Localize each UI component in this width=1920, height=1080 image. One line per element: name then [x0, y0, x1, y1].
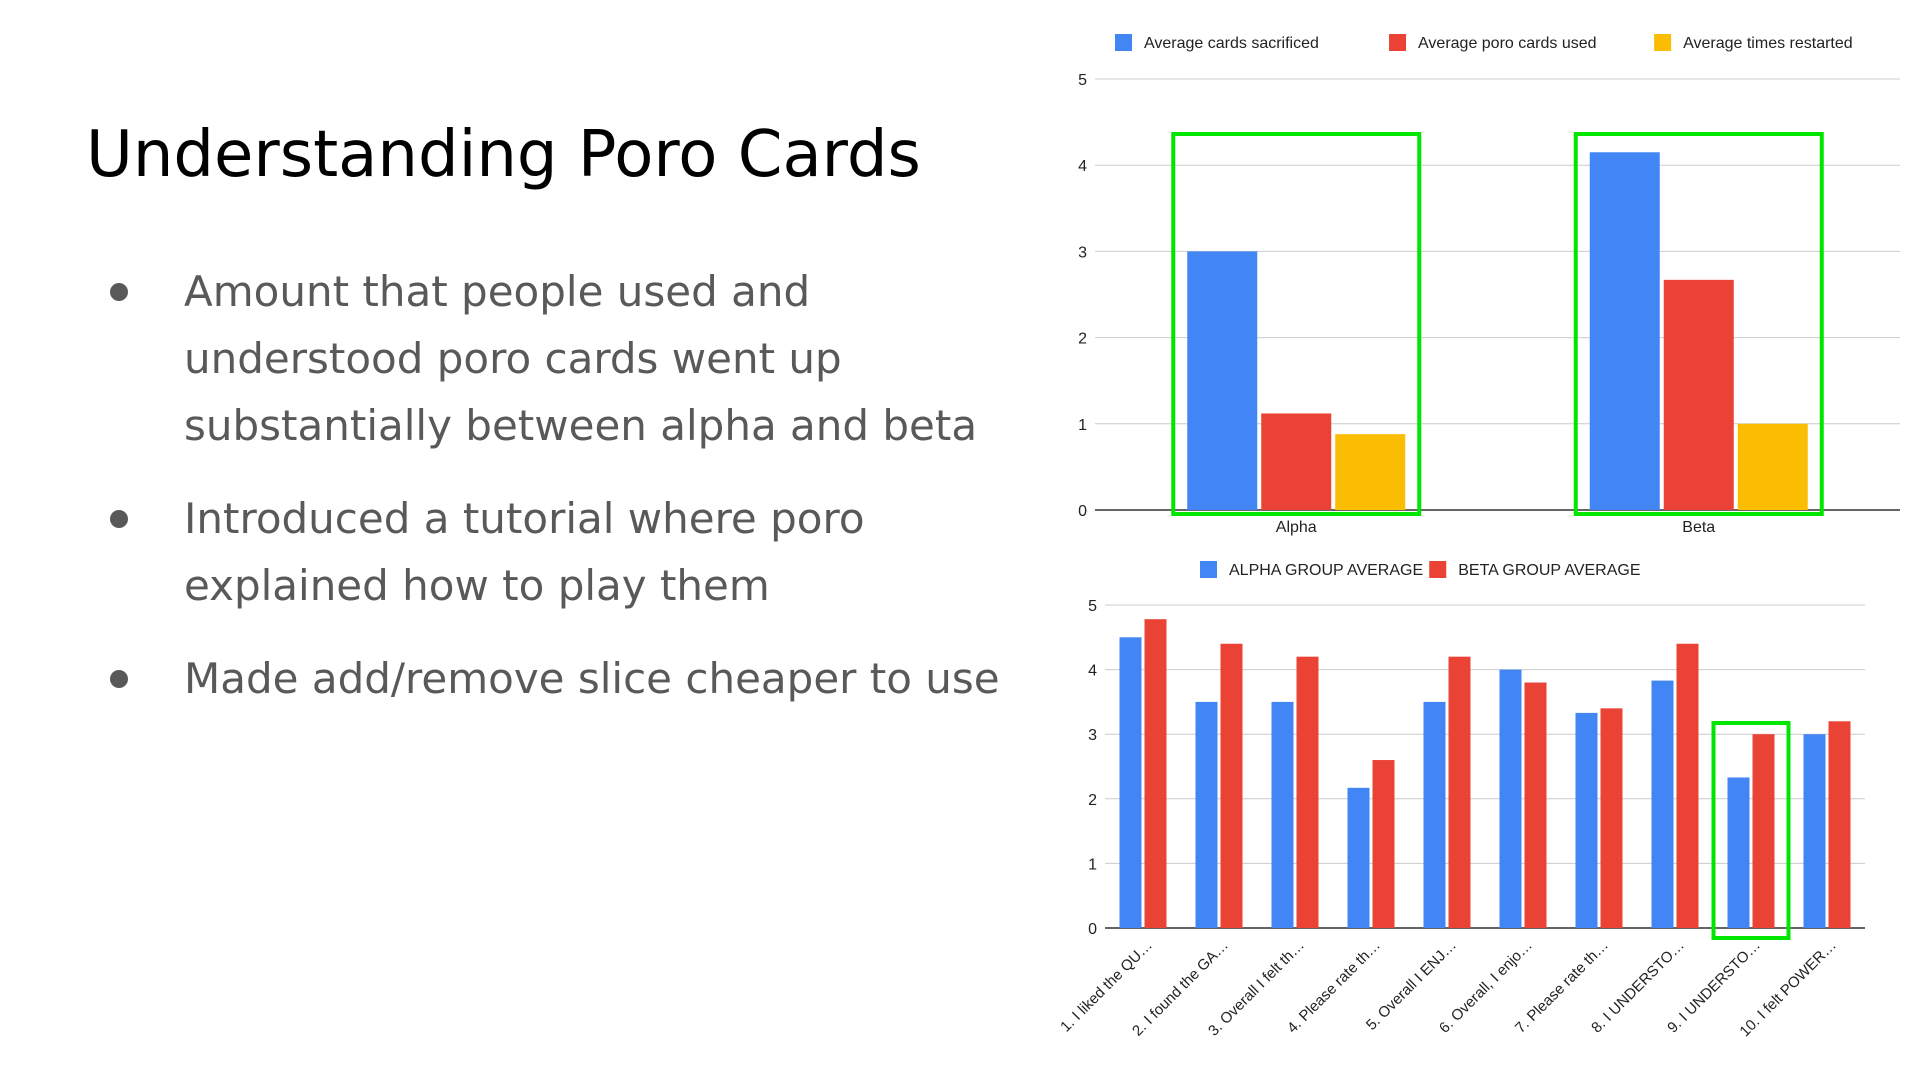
bullet-item: Introduced a tutorial where poro explain…: [100, 485, 1020, 619]
y-tick-label: 5: [1078, 72, 1087, 89]
bar: [1752, 734, 1775, 928]
bar: [1296, 656, 1319, 928]
bar: [1727, 777, 1750, 928]
slide-title: Understanding Poro Cards: [86, 118, 921, 192]
bar: [1499, 669, 1522, 928]
y-tick-label: 2: [1088, 792, 1097, 809]
bar: [1187, 251, 1258, 510]
bar: [1651, 680, 1674, 928]
highlight-box: [1573, 132, 1824, 516]
legend-label: Average times restarted: [1683, 35, 1853, 52]
x-tick-label: Alpha: [1276, 519, 1317, 536]
legend-swatch: [1389, 34, 1407, 51]
bullet-text: Amount that people used and understood p…: [184, 267, 978, 450]
legend-swatch: [1200, 561, 1217, 578]
legend-label: ALPHA GROUP AVERAGE: [1229, 562, 1423, 579]
bullet-dot-icon: [110, 283, 128, 301]
x-tick-label: Beta: [1682, 519, 1715, 536]
bar: [1220, 643, 1243, 928]
top-bar-chart: Average cards sacrificed Average poro car…: [1078, 34, 1900, 536]
highlight-box: [1711, 721, 1791, 940]
bar: [1737, 423, 1808, 510]
y-tick-label: 0: [1088, 921, 1097, 938]
legend-swatch: [1429, 561, 1447, 578]
bar: [1828, 721, 1851, 928]
bar: [1347, 787, 1370, 928]
y-tick-label: 4: [1078, 158, 1087, 175]
bar: [1372, 760, 1395, 928]
bar: [1144, 619, 1167, 928]
bullet-text: Introduced a tutorial where poro explain…: [184, 494, 865, 610]
bar: [1676, 643, 1699, 928]
y-tick-label: 2: [1078, 331, 1087, 348]
bar: [1803, 734, 1826, 928]
bottom-bar-chart: ALPHA GROUP AVERAGE BETA GROUP AVERAGE 0 1 2…: [1057, 561, 1865, 1040]
bullet-dot-icon: [110, 510, 128, 528]
y-tick-label: 1: [1088, 856, 1097, 873]
bar: [1335, 434, 1406, 510]
bar: [1663, 279, 1734, 510]
legend-swatch: [1115, 34, 1132, 51]
y-tick-label: 3: [1078, 244, 1087, 261]
legend-label: Average cards sacrificed: [1144, 35, 1319, 52]
bar: [1271, 701, 1294, 928]
legend-label: Average poro cards used: [1418, 35, 1596, 52]
y-tick-label: 1: [1078, 417, 1087, 434]
legend-label: BETA GROUP AVERAGE: [1458, 562, 1640, 579]
bar: [1448, 656, 1471, 928]
bar: [1423, 701, 1446, 928]
bar: [1575, 712, 1598, 928]
bullet-item: Made add/remove slice cheaper to use: [100, 645, 1020, 712]
bullet-list: Amount that people used and understood p…: [100, 258, 1020, 738]
y-tick-label: 0: [1078, 503, 1087, 520]
bar: [1600, 708, 1623, 928]
bullet-item: Amount that people used and understood p…: [100, 258, 1020, 459]
bar: [1195, 701, 1218, 928]
bar: [1589, 152, 1660, 510]
bullet-text: Made add/remove slice cheaper to use: [184, 654, 1000, 703]
legend-swatch: [1654, 34, 1672, 51]
bar: [1119, 637, 1142, 928]
bar: [1261, 413, 1332, 510]
highlight-box: [1171, 132, 1422, 516]
bullet-dot-icon: [110, 670, 128, 688]
y-tick-label: 3: [1088, 727, 1097, 744]
bar: [1524, 682, 1547, 928]
y-tick-label: 4: [1088, 663, 1097, 680]
y-tick-label: 5: [1088, 598, 1097, 615]
